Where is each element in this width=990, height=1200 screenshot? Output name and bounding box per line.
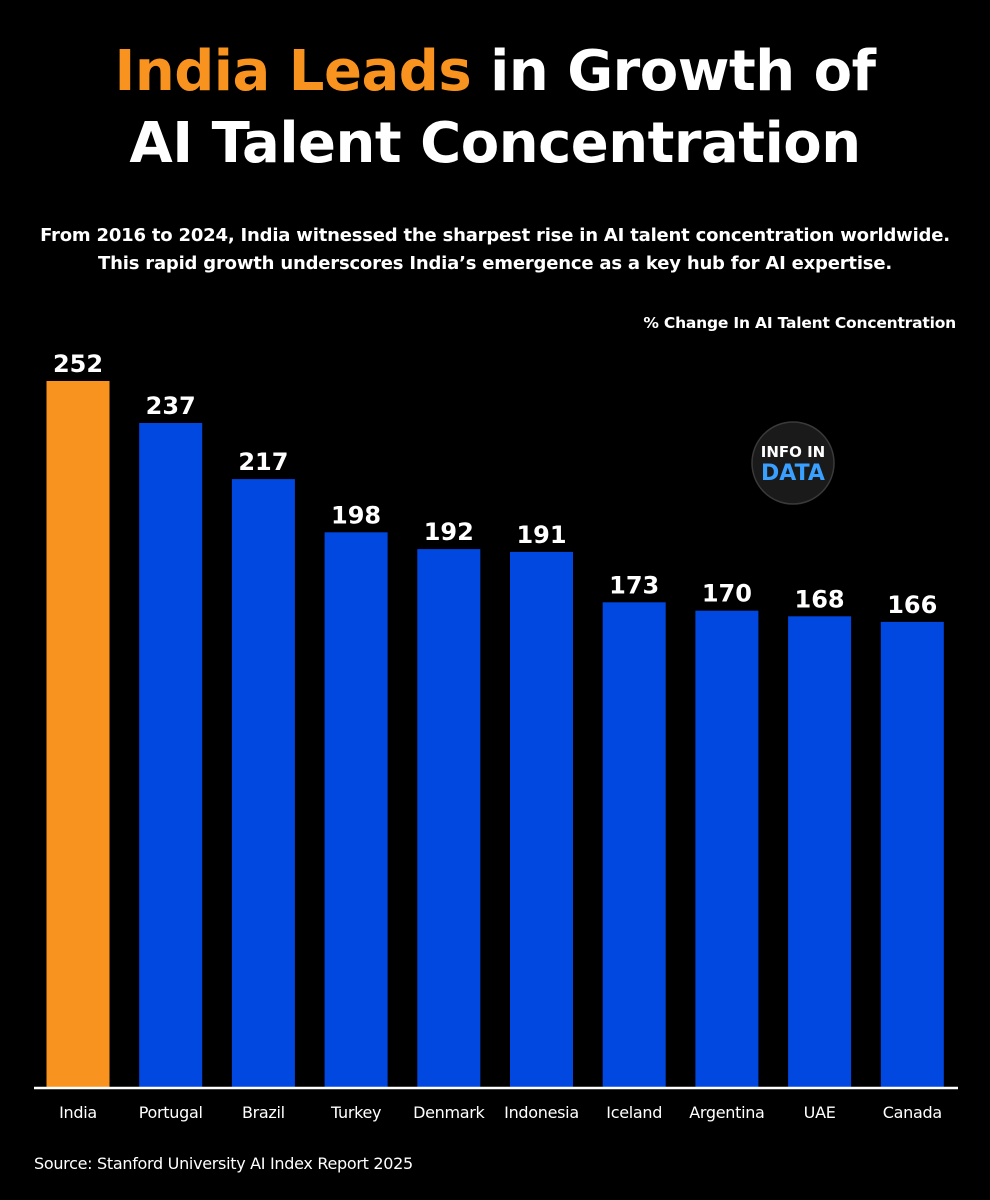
data-label-denmark: 192 <box>424 518 474 546</box>
title-highlight: India Leads <box>114 39 472 104</box>
x-tick-label-denmark: Denmark <box>413 1103 485 1122</box>
bar-canada <box>880 621 944 1087</box>
bar-argentina <box>695 610 759 1087</box>
data-label-canada: 166 <box>887 591 937 619</box>
x-tick-label-uae: UAE <box>804 1103 836 1122</box>
subtitle-line2: This rapid growth underscores India’s em… <box>98 253 892 274</box>
logo-text-bottom: DATA <box>761 461 825 486</box>
bar-uae <box>788 616 852 1087</box>
y-axis-label: % Change In AI Talent Concentration <box>643 314 956 332</box>
x-tick-label-indonesia: Indonesia <box>504 1103 579 1122</box>
data-label-uae: 168 <box>795 585 845 613</box>
chart-subtitle: From 2016 to 2024, India witnessed the s… <box>0 222 990 278</box>
title-line1-rest: in Growth of <box>471 39 876 104</box>
info-in-data-logo: INFO IN DATA <box>750 420 836 506</box>
bar-indonesia <box>510 551 573 1087</box>
bar-turkey <box>324 532 388 1087</box>
title-line2: AI Talent Concentration <box>129 111 861 176</box>
bar-denmark <box>417 549 481 1087</box>
x-tick-label-portugal: Portugal <box>139 1103 203 1122</box>
data-label-turkey: 198 <box>331 501 381 529</box>
source-note: Source: Stanford University AI Index Rep… <box>34 1154 413 1173</box>
data-label-argentina: 170 <box>702 580 752 608</box>
chart-title: India Leads in Growth of AI Talent Conce… <box>0 36 990 180</box>
x-tick-label-canada: Canada <box>883 1103 942 1122</box>
data-label-portugal: 237 <box>146 392 196 420</box>
x-tick-label-iceland: Iceland <box>606 1103 662 1122</box>
x-tick-label-turkey: Turkey <box>330 1103 381 1122</box>
logo-text-top: INFO IN <box>761 443 826 461</box>
bar-portugal <box>139 423 203 1087</box>
data-label-iceland: 173 <box>609 571 659 599</box>
bar-india <box>46 381 110 1087</box>
x-tick-label-india: India <box>59 1103 97 1122</box>
data-label-brazil: 217 <box>238 448 288 476</box>
bar-brazil <box>231 479 295 1088</box>
data-label-indonesia: 191 <box>516 521 566 549</box>
subtitle-line1: From 2016 to 2024, India witnessed the s… <box>40 225 950 246</box>
data-label-india: 252 <box>53 350 103 378</box>
x-tick-label-argentina: Argentina <box>689 1103 764 1122</box>
x-tick-label-brazil: Brazil <box>242 1103 285 1122</box>
bar-iceland <box>602 602 666 1087</box>
